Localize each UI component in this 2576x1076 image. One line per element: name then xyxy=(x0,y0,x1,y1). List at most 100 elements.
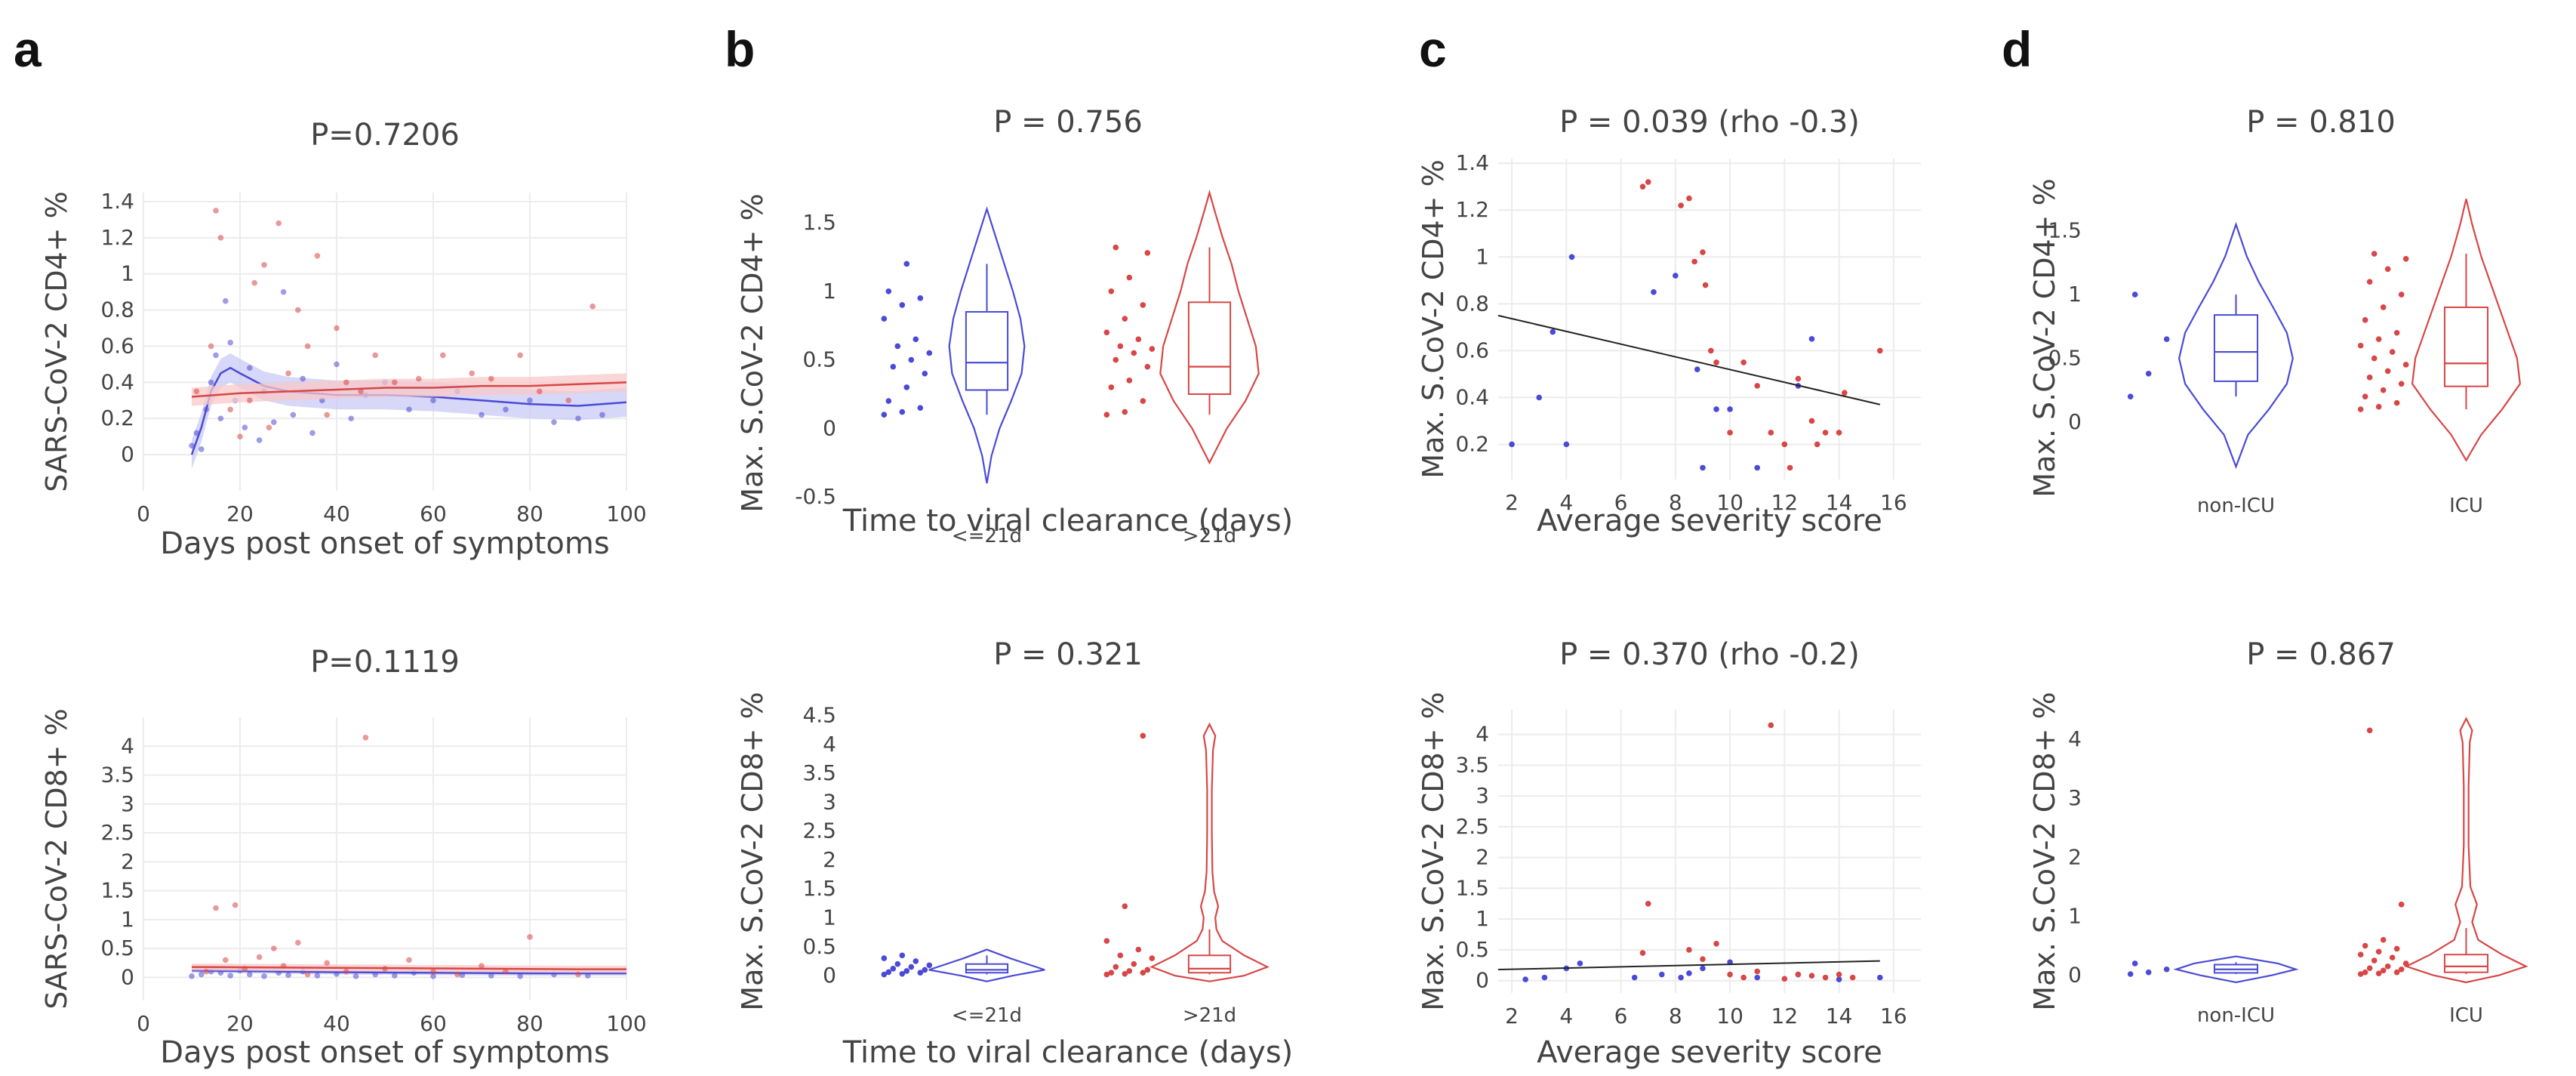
strip-point-<=21d xyxy=(899,302,906,308)
strip-point-ICU xyxy=(2366,965,2373,971)
y-axis-label: Max. S.CoV-2 CD4+ % xyxy=(736,193,769,512)
data-point-red xyxy=(358,388,364,395)
data-point-blue xyxy=(199,971,205,978)
y-axis-label: Max. S.CoV-2 CD8+ % xyxy=(2028,692,2061,1010)
strip-point-<=21d xyxy=(899,952,906,959)
data-point-red xyxy=(1686,947,1692,953)
box-ICU xyxy=(2443,954,2489,973)
x-tick-label: 100 xyxy=(606,1011,646,1036)
data-point-blue xyxy=(314,973,321,979)
y-tick-label: 0 xyxy=(823,415,836,440)
data-point-red xyxy=(1713,359,1719,365)
y-tick-label: 1.5 xyxy=(100,878,134,903)
data-point-blue xyxy=(1754,974,1761,981)
data-point-blue xyxy=(1836,976,1842,982)
strip-point-non-ICU xyxy=(2131,291,2138,298)
data-point-blue xyxy=(1713,406,1719,412)
strip-point->21d xyxy=(1103,329,1110,336)
data-point-blue xyxy=(575,415,581,422)
violin-<=21d xyxy=(948,206,1026,484)
data-point-red xyxy=(295,939,301,946)
y-tick-label: 3 xyxy=(2068,785,2082,810)
x-tick-label: 0 xyxy=(137,501,150,526)
data-point-blue xyxy=(271,419,277,425)
y-tick-label: 0.4 xyxy=(1455,384,1489,409)
data-point-red xyxy=(334,325,340,331)
x-tick-label: 10 xyxy=(1716,1004,1743,1028)
y-tick-label: 3 xyxy=(823,789,836,814)
chart-c_cd4: P = 0.039 (rho -0.3) Max. S.CoV-2 CD4+ % A… xyxy=(1417,105,1921,538)
data-point-blue xyxy=(599,412,605,418)
y-tick-label: 0.5 xyxy=(100,936,134,960)
y-tick-label: 4 xyxy=(823,732,836,757)
y-tick-label: 1.5 xyxy=(2048,218,2082,243)
x-tick-label: 12 xyxy=(1771,1004,1799,1028)
strip-point-ICU xyxy=(2357,342,2364,349)
data-point-red xyxy=(1639,950,1646,956)
data-point-red xyxy=(1754,968,1761,975)
strip-point-ICU xyxy=(2389,954,2396,960)
data-point-blue xyxy=(488,973,494,979)
strip-point-ICU xyxy=(2366,279,2373,285)
chart-title: P = 0.039 (rho -0.3) xyxy=(1559,105,1860,140)
box-ICU xyxy=(2443,306,2489,387)
violin->21d xyxy=(1159,189,1260,465)
strip-point-<=21d xyxy=(903,384,910,390)
strip-point->21d xyxy=(1149,346,1156,352)
chart-title: P = 0.810 xyxy=(2246,105,2396,140)
x-tick-label: 6 xyxy=(1614,490,1628,515)
strip-point-non-ICU xyxy=(2127,971,2134,977)
x-tick-label: 8 xyxy=(1669,1004,1682,1028)
data-point-blue xyxy=(1509,441,1515,448)
strip-point-<=21d xyxy=(903,261,910,267)
strip-point-non-ICU xyxy=(2163,966,2170,973)
strip-point-ICU xyxy=(2375,403,2382,410)
y-tick-label: 0.2 xyxy=(1455,431,1489,456)
data-point-red xyxy=(324,960,331,967)
strip-point-ICU xyxy=(2384,266,2391,273)
strip-point->21d xyxy=(1144,967,1151,973)
regression-line xyxy=(1497,314,1881,405)
x-axis-label: Time to viral clearance (days) xyxy=(842,504,1294,538)
strip-point->21d xyxy=(1103,971,1110,978)
strip-point-ICU xyxy=(2398,381,2405,387)
category-label: <=21d xyxy=(952,525,1022,547)
data-point-red xyxy=(1822,430,1829,436)
y-tick-label: 1 xyxy=(1476,906,1489,931)
data-point-red xyxy=(343,379,349,386)
data-point-blue xyxy=(290,412,297,418)
data-point-red xyxy=(1836,971,1842,978)
data-point-red xyxy=(256,954,263,960)
data-point-blue xyxy=(392,973,398,979)
data-point-red xyxy=(454,971,460,978)
strip-point-<=21d xyxy=(885,969,892,976)
strip-point-ICU xyxy=(2393,945,2400,952)
box->21d xyxy=(1187,954,1232,974)
strip-point-ICU xyxy=(2393,399,2400,406)
chart-a_cd8: P=0.1119 SARS-CoV-2 CD8+ % Days post onset… xyxy=(40,645,647,1070)
data-point-blue xyxy=(1877,974,1883,981)
strip-point->21d xyxy=(1108,288,1115,294)
data-point-blue xyxy=(1658,971,1665,978)
regression-line xyxy=(1497,960,1880,971)
data-point-red xyxy=(324,412,331,418)
data-point-blue xyxy=(227,339,234,346)
data-point-blue xyxy=(1808,336,1815,342)
data-point-blue xyxy=(1568,254,1575,261)
strip-point-<=21d xyxy=(922,967,928,973)
y-tick-label: 0.2 xyxy=(100,405,134,430)
data-point-red xyxy=(1787,464,1793,471)
data-point-red xyxy=(227,406,234,413)
strip-point-ICU xyxy=(2357,406,2364,412)
data-point-red xyxy=(1702,282,1709,288)
data-point-red xyxy=(285,370,291,377)
data-point-red xyxy=(362,734,369,741)
strip-point-<=21d xyxy=(908,356,915,363)
chart-title: P = 0.370 (rho -0.2) xyxy=(1559,637,1860,672)
x-tick-label: 8 xyxy=(1669,490,1682,515)
data-point-blue xyxy=(1563,441,1570,448)
data-point-red xyxy=(232,902,239,908)
y-tick-label: 1.5 xyxy=(802,210,836,235)
y-tick-label: 3.5 xyxy=(100,763,134,788)
strip-point-ICU xyxy=(2371,355,2377,362)
